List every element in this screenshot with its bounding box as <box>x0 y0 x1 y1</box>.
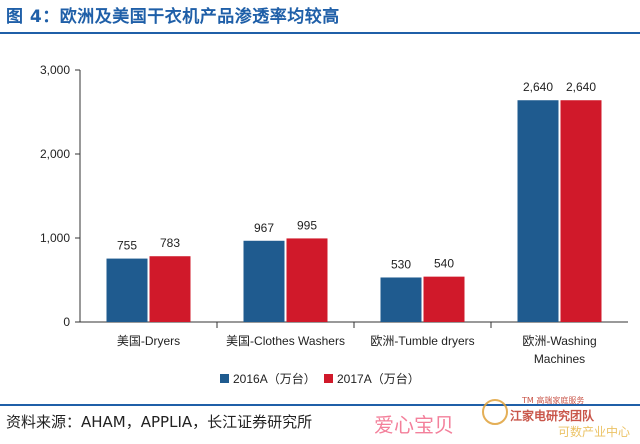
y-tick-label: 0 <box>63 315 70 329</box>
data-label: 2,640 <box>566 80 596 94</box>
bar-2017 <box>286 238 328 322</box>
bar-2016 <box>380 277 422 322</box>
data-label: 783 <box>160 236 180 250</box>
y-tick-label: 3,000 <box>40 63 70 77</box>
watermark-text-pink: 爱心宝贝 <box>374 413 454 437</box>
legend-swatch-2017 <box>324 374 333 383</box>
watermark-text-yellow: 可数产业中心 <box>558 425 631 439</box>
bar-2016 <box>517 100 559 323</box>
legend-label: 2017A（万台） <box>337 371 420 386</box>
x-tick-label: Machines <box>534 352 585 366</box>
y-tick-label: 2,000 <box>40 147 70 161</box>
page-title: 图 4：欧洲及美国干衣机产品渗透率均较高 <box>6 7 340 27</box>
bar-2017 <box>423 276 465 322</box>
footer-divider <box>0 404 640 406</box>
data-label: 967 <box>254 221 274 235</box>
watermark-logo-icon <box>482 399 508 425</box>
x-tick-label: 美国-Clothes Washers <box>226 334 345 348</box>
legend-swatch-2016 <box>220 374 229 383</box>
title-divider <box>0 32 640 34</box>
data-label: 2,640 <box>523 80 553 94</box>
x-tick-label: 美国-Dryers <box>117 334 180 348</box>
data-label: 530 <box>391 257 411 271</box>
watermark: 爱心宝贝 TM 高端家庭服务 江家电研究团队 可数产业中心 <box>372 395 640 444</box>
bar-chart: 0 1,000 2,000 3,000 755 783 美国-Dryers 967 995 美国-… <box>40 63 628 386</box>
data-label: 995 <box>297 218 317 232</box>
bar-2017 <box>560 100 602 323</box>
y-tick-label: 1,000 <box>40 231 70 245</box>
source-note: 资料来源：AHAM，APPLIA，长江证券研究所 <box>6 413 313 431</box>
data-label: 755 <box>117 239 137 253</box>
watermark-text-team: 江家电研究团队 <box>510 409 595 423</box>
legend-label: 2016A（万台） <box>233 371 316 386</box>
data-label: 540 <box>434 257 454 271</box>
x-tick-label: 欧洲-Tumble dryers <box>370 334 474 348</box>
watermark-text-tm: TM 高端家庭服务 <box>522 396 585 405</box>
x-tick-label: 欧洲-Washing <box>522 334 596 348</box>
bar-2017 <box>149 256 191 322</box>
bar-2016 <box>106 258 148 322</box>
bar-2016 <box>243 240 285 322</box>
